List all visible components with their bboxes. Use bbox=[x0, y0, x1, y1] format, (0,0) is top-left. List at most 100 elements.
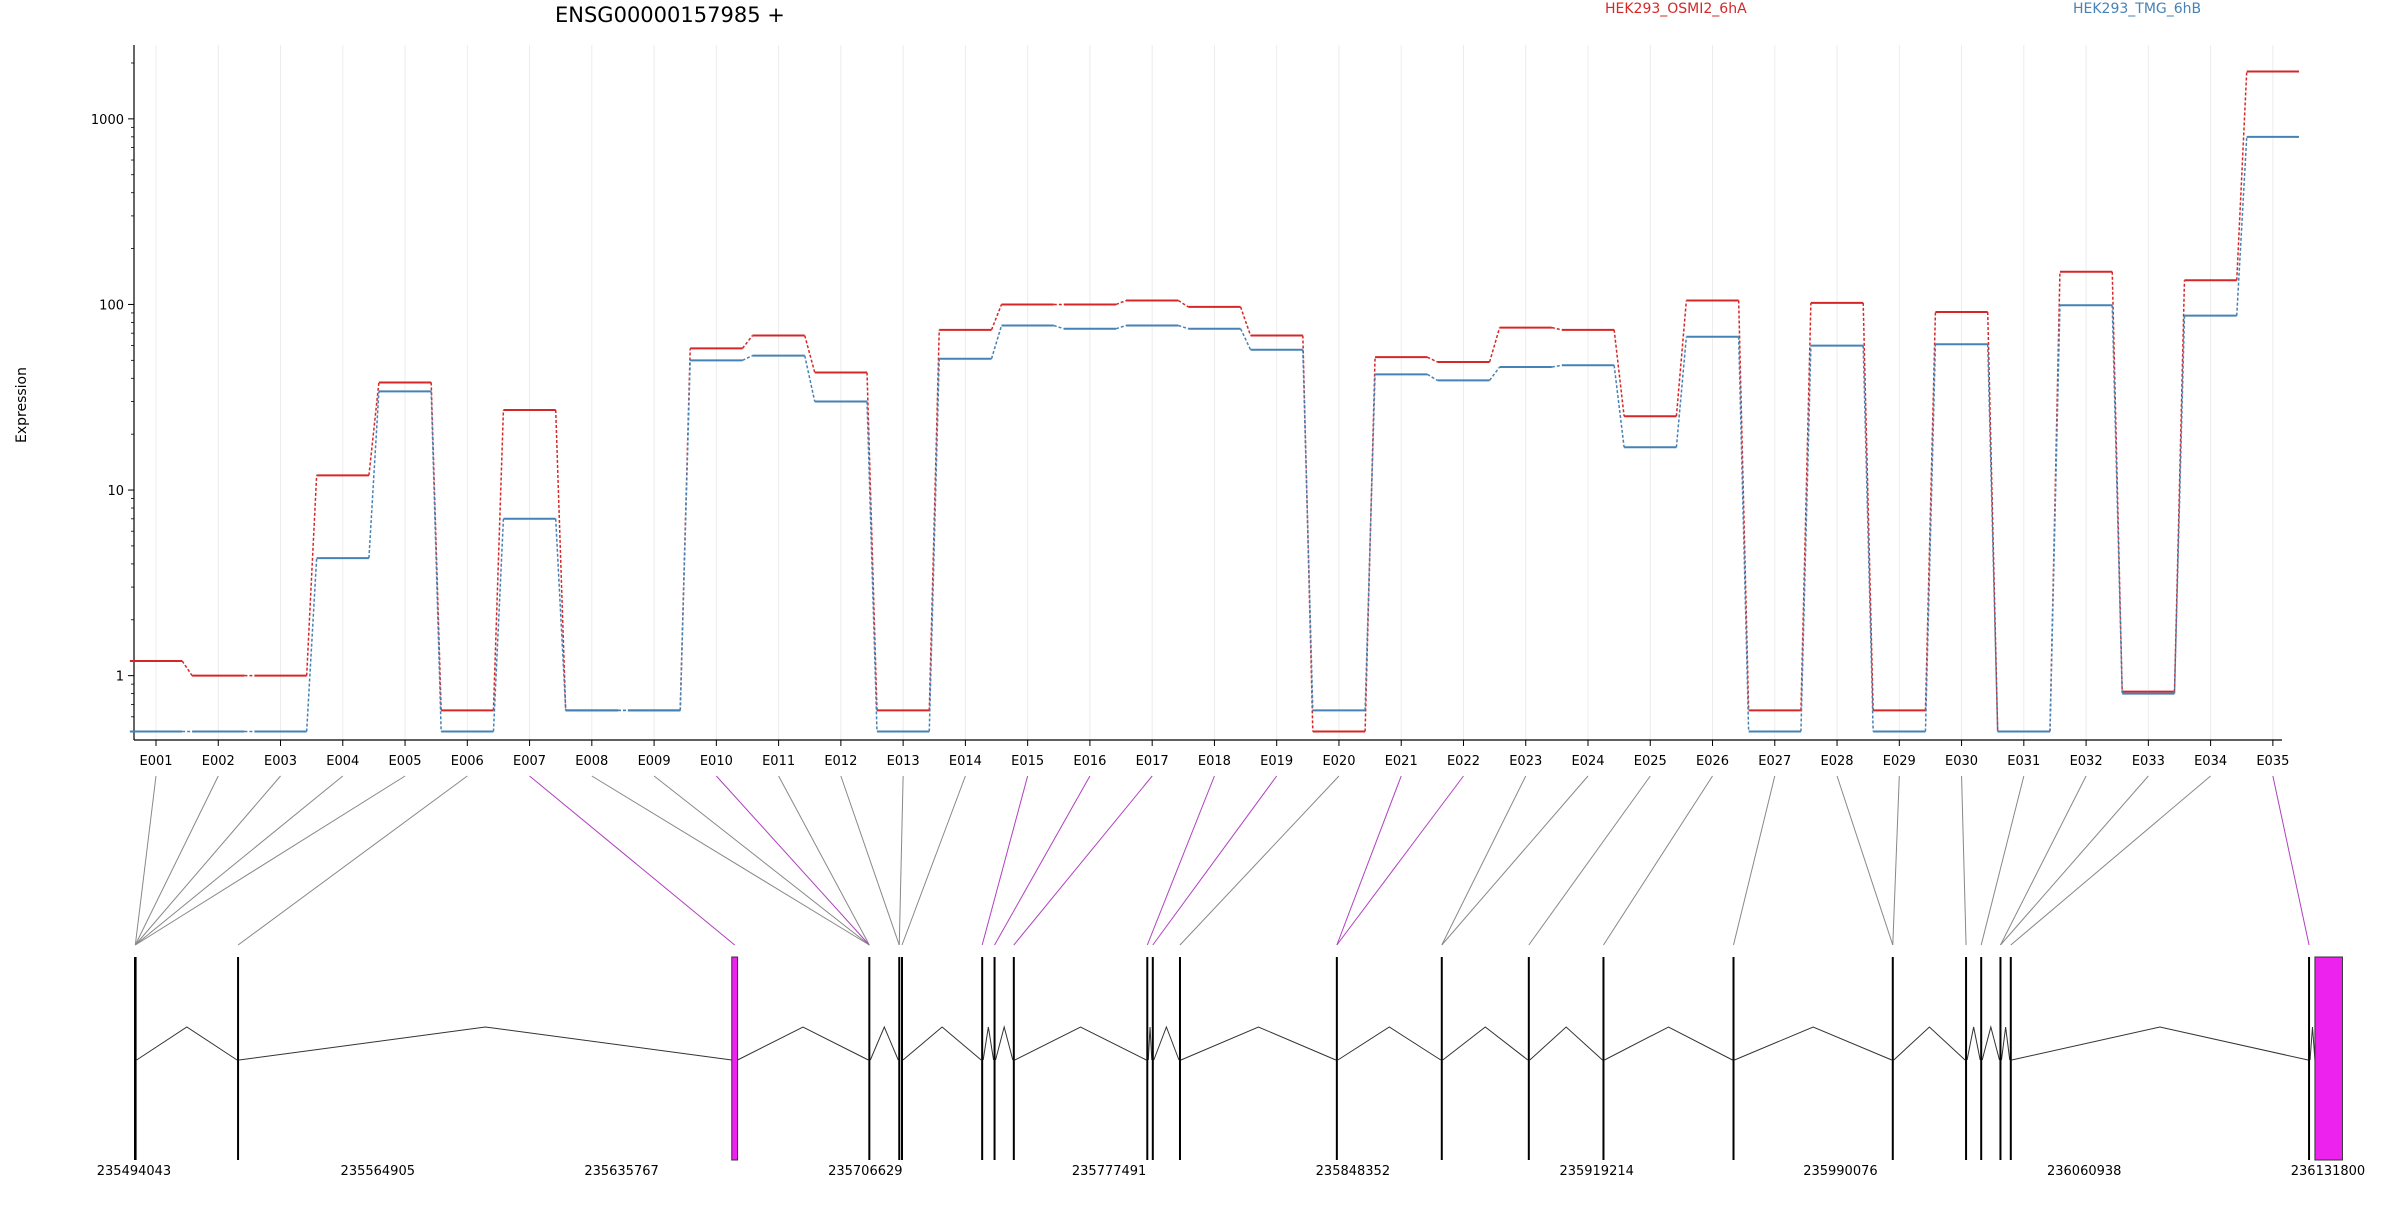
x-tick-label-e025: E025 bbox=[1634, 754, 1667, 769]
exon-link-e029 bbox=[1892, 775, 1900, 946]
intron-line bbox=[1893, 1026, 1966, 1061]
connector-line bbox=[492, 409, 505, 711]
exon-link-e035 bbox=[2272, 775, 2310, 946]
x-tick-label-e028: E028 bbox=[1821, 754, 1854, 769]
exon-link-e019 bbox=[1152, 775, 1278, 946]
exon-link-e012 bbox=[840, 775, 900, 946]
connector-line bbox=[741, 335, 754, 349]
connector-line bbox=[554, 518, 567, 711]
exon-link-e017 bbox=[1013, 775, 1153, 946]
genomic-coordinate-label: 235919214 bbox=[1559, 1164, 1633, 1179]
connector-line bbox=[1115, 299, 1127, 306]
exon-block bbox=[2009, 957, 2012, 1160]
connector-line bbox=[368, 382, 380, 476]
x-tick-label-e029: E029 bbox=[1883, 754, 1916, 769]
genomic-coordinate-label: 235635767 bbox=[584, 1164, 658, 1179]
intron-line bbox=[1529, 1026, 1603, 1061]
connector-line bbox=[1488, 327, 1501, 363]
exon-block-highlight bbox=[731, 956, 739, 1161]
x-tick-label-e024: E024 bbox=[1571, 754, 1604, 769]
genomic-coordinate-label: 235706629 bbox=[828, 1164, 902, 1179]
gridlines bbox=[155, 45, 2274, 740]
connector-line bbox=[679, 360, 691, 711]
exon-link-e002 bbox=[134, 775, 219, 946]
exon-link-e026 bbox=[1603, 775, 1713, 946]
connector-line bbox=[1178, 324, 1189, 330]
connector-line bbox=[181, 660, 193, 677]
x-tick-label-e010: E010 bbox=[700, 754, 733, 769]
connector-line bbox=[1675, 336, 1688, 448]
intron-line bbox=[1966, 1026, 1981, 1061]
connector-line bbox=[1426, 373, 1438, 381]
exon-block bbox=[993, 957, 996, 1160]
connector-line bbox=[1489, 366, 1501, 381]
exon-link-e010 bbox=[715, 775, 870, 946]
intron-line bbox=[1147, 1026, 1153, 1061]
connector-line bbox=[368, 391, 380, 559]
exon-link-e009 bbox=[653, 775, 870, 946]
intron-line bbox=[1153, 1025, 1180, 1061]
exon-link-e024 bbox=[1441, 775, 1589, 946]
exon-link-e015 bbox=[981, 775, 1029, 946]
exon-block bbox=[1732, 957, 1735, 1160]
genomic-coordinate-label: 235990076 bbox=[1803, 1164, 1877, 1179]
exon-link-e032 bbox=[2000, 775, 2087, 946]
x-tick-label-e011: E011 bbox=[762, 754, 795, 769]
x-tick-label-e026: E026 bbox=[1696, 754, 1729, 769]
exon-block bbox=[1965, 957, 1968, 1160]
x-tick-label-e019: E019 bbox=[1260, 754, 1293, 769]
connector-line bbox=[866, 401, 878, 732]
connector-line bbox=[742, 354, 753, 361]
x-tick-label-e002: E002 bbox=[202, 754, 235, 769]
exon-link-e025 bbox=[1528, 775, 1651, 946]
exon-block bbox=[901, 957, 904, 1160]
exon-block bbox=[1980, 957, 1983, 1160]
x-tick-label-e023: E023 bbox=[1509, 754, 1542, 769]
connector-line bbox=[1302, 349, 1314, 711]
intron-line bbox=[1442, 1026, 1529, 1061]
connector-line bbox=[305, 558, 318, 732]
connector-line bbox=[305, 475, 318, 676]
exon-links bbox=[134, 775, 2310, 946]
axes: 1 10 100 1000 E001 E002 E003 E004 E005 E006 E007 E0… bbox=[91, 45, 2289, 769]
genomic-coordinate-label: 235564905 bbox=[341, 1164, 415, 1179]
connector-line bbox=[1613, 329, 1625, 417]
exon-block bbox=[1602, 957, 1605, 1160]
intron-line bbox=[869, 1025, 899, 1061]
exon-block bbox=[1146, 957, 1149, 1160]
exon-block bbox=[981, 957, 984, 1160]
connector-line bbox=[1551, 326, 1563, 331]
connector-line bbox=[2173, 315, 2186, 694]
exon-block bbox=[134, 957, 137, 1160]
intron-line bbox=[2000, 1026, 2011, 1061]
x-tick-label-e007: E007 bbox=[513, 754, 546, 769]
gene-model: 235494043 235564905 235635767 235706629 2357… bbox=[97, 956, 2365, 1179]
x-tick-label-e032: E032 bbox=[2070, 754, 2103, 769]
x-tick-label-e018: E018 bbox=[1198, 754, 1231, 769]
connector-line bbox=[1427, 356, 1438, 363]
exon-link-e004 bbox=[134, 775, 344, 946]
x-tick-label-e017: E017 bbox=[1136, 754, 1169, 769]
exon-link-e003 bbox=[134, 775, 281, 946]
x-tick-label-e001: E001 bbox=[139, 754, 172, 769]
exon-block bbox=[1440, 957, 1443, 1160]
exon-link-e023 bbox=[1441, 775, 1527, 946]
y-tick-label: 1 bbox=[116, 670, 124, 685]
exon-link-e006 bbox=[237, 775, 468, 946]
intron-line bbox=[1337, 1026, 1442, 1061]
x-tick-label-e005: E005 bbox=[389, 754, 422, 769]
exon-link-e014 bbox=[901, 775, 966, 946]
x-tick-label-e009: E009 bbox=[638, 754, 671, 769]
intron-line bbox=[902, 1026, 982, 1061]
chart-title: ENSG00000157985 + bbox=[555, 3, 785, 27]
genomic-coordinate-label: 235494043 bbox=[97, 1164, 171, 1179]
connector-line bbox=[2049, 305, 2061, 732]
exon-link-e020 bbox=[1179, 775, 1340, 946]
x-tick-label-e012: E012 bbox=[824, 754, 857, 769]
connector-line bbox=[1239, 328, 1252, 351]
connector-line bbox=[1862, 345, 1874, 732]
exon-block bbox=[1527, 957, 1530, 1160]
genomic-coordinate-label: 235777491 bbox=[1072, 1164, 1146, 1179]
